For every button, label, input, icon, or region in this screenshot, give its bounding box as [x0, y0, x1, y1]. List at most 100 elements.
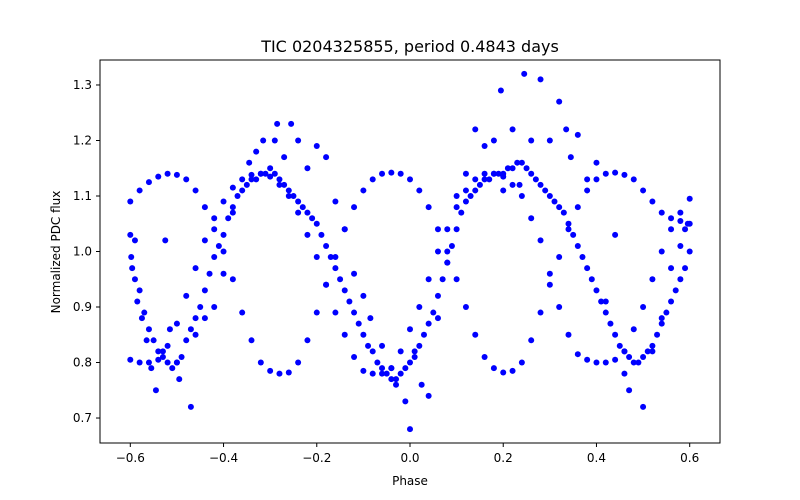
data-point	[630, 326, 637, 333]
data-point	[397, 170, 404, 177]
data-point	[351, 270, 358, 277]
y-tick-label: 1.0	[73, 245, 92, 259]
data-point	[584, 187, 591, 194]
data-point	[462, 187, 469, 194]
x-tick-label: −0.2	[302, 451, 331, 465]
data-point	[201, 204, 208, 211]
data-point	[183, 176, 190, 183]
data-point	[626, 387, 633, 394]
data-point	[211, 304, 218, 311]
data-point	[150, 337, 157, 344]
data-point	[260, 137, 267, 144]
data-point	[593, 176, 600, 183]
data-point	[677, 242, 684, 249]
data-point	[155, 348, 162, 355]
data-point	[490, 170, 497, 177]
data-point	[239, 176, 246, 183]
data-point	[299, 204, 306, 211]
data-point	[369, 348, 376, 355]
data-point	[649, 348, 656, 355]
data-point	[267, 165, 274, 172]
data-point	[654, 331, 661, 338]
x-tick-label: 0.4	[587, 451, 606, 465]
data-point	[407, 176, 413, 183]
data-point	[574, 242, 581, 249]
data-point	[635, 359, 642, 366]
data-point	[257, 170, 264, 177]
data-point	[640, 403, 647, 410]
data-point	[579, 254, 586, 261]
data-point	[640, 304, 647, 311]
data-point	[152, 387, 159, 394]
data-point	[271, 137, 278, 144]
data-point	[379, 170, 386, 177]
data-point	[281, 154, 288, 161]
data-point	[444, 248, 451, 255]
data-point	[169, 365, 176, 372]
data-point	[546, 192, 553, 199]
data-point	[248, 337, 255, 344]
data-point	[374, 359, 381, 366]
data-point	[313, 254, 320, 261]
data-point	[220, 198, 227, 205]
data-point	[612, 356, 619, 363]
data-point	[425, 276, 432, 283]
data-point	[668, 215, 675, 222]
data-point	[602, 298, 609, 305]
data-point	[187, 326, 194, 333]
data-point	[593, 159, 600, 166]
data-point	[677, 276, 684, 283]
data-point	[304, 337, 311, 344]
data-point	[640, 187, 647, 194]
data-point	[323, 154, 330, 161]
data-point	[481, 170, 488, 177]
data-point	[365, 342, 372, 349]
data-point	[304, 209, 311, 216]
data-point	[556, 254, 563, 261]
data-point	[416, 304, 423, 311]
data-point	[346, 298, 353, 305]
data-point	[528, 170, 535, 177]
data-point	[658, 315, 665, 322]
data-point	[332, 254, 339, 261]
data-point	[500, 369, 507, 376]
data-point	[551, 198, 558, 205]
data-point	[565, 331, 572, 338]
data-point	[556, 304, 563, 311]
data-point	[337, 276, 344, 283]
data-point	[351, 204, 358, 211]
data-point	[379, 342, 386, 349]
data-point	[341, 331, 348, 338]
data-point	[616, 342, 623, 349]
data-point	[267, 367, 274, 374]
data-point	[309, 215, 316, 222]
x-axis: −0.6 −0.4 −0.2 0.0 0.2 0.4 0.6	[116, 443, 699, 465]
data-point	[663, 309, 670, 316]
data-point	[173, 320, 180, 327]
data-point	[649, 198, 656, 205]
data-point	[159, 353, 166, 360]
y-tick-label: 1.2	[73, 133, 92, 147]
data-point	[162, 237, 169, 244]
data-point	[248, 176, 255, 183]
data-point	[332, 309, 339, 316]
data-point	[257, 359, 264, 366]
data-point	[668, 265, 675, 272]
data-point	[677, 209, 684, 216]
data-point	[246, 159, 253, 166]
y-tick-label: 1.1	[73, 189, 92, 203]
data-point	[532, 176, 539, 183]
data-point	[523, 165, 530, 172]
data-point	[145, 359, 152, 366]
data-point	[183, 337, 190, 344]
data-point	[234, 192, 241, 199]
data-point	[360, 331, 367, 338]
data-point	[658, 248, 665, 255]
data-point	[379, 365, 386, 372]
data-point	[192, 187, 199, 194]
data-point	[434, 226, 441, 233]
data-point	[407, 359, 413, 366]
data-point	[565, 220, 572, 227]
data-point	[285, 187, 292, 194]
